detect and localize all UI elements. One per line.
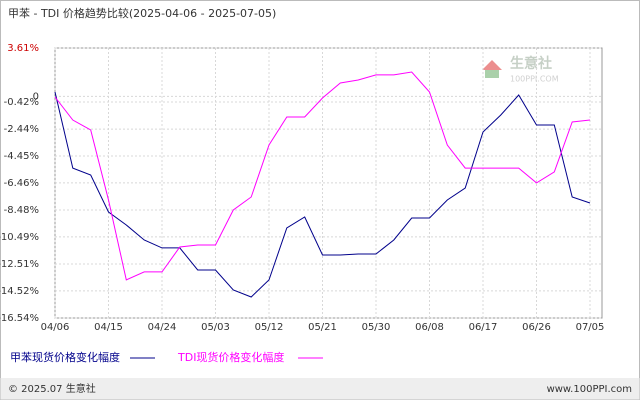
y-tick-label: -2.44%	[4, 124, 39, 135]
watermark: 生意社 100PPI.COM	[482, 55, 559, 84]
x-tick-label: 05/21	[308, 322, 337, 333]
watermark-site: 100PPI.COM	[510, 75, 559, 84]
footer-left: © 2025.07 生意社	[8, 382, 96, 395]
x-tick-label: 05/03	[201, 322, 230, 333]
x-tick-label: 06/08	[415, 322, 444, 333]
x-tick-label: 06/17	[469, 322, 498, 333]
watermark-icon	[485, 70, 499, 78]
y-tick-label: -10.49%	[0, 232, 39, 243]
x-tick-label: 04/24	[148, 322, 177, 333]
x-tick-label: 05/30	[362, 322, 391, 333]
x-tick-label: 07/05	[576, 322, 605, 333]
y-tick-label: 3.61%	[7, 43, 39, 54]
chart-title: 甲苯 - TDI 价格趋势比较(2025-04-06 - 2025-07-05)	[8, 6, 276, 20]
watermark-icon	[482, 60, 502, 70]
y-tick-label: 0	[33, 91, 39, 102]
y-tick-label: -12.51%	[0, 259, 39, 270]
legend-label: TDI现货价格变化幅度	[177, 350, 284, 364]
y-tick-label: -6.46%	[4, 178, 39, 189]
y-tick-label: -16.54%	[0, 313, 39, 324]
footer-right: www.100PPI.com	[547, 384, 632, 395]
x-tick-label: 05/12	[255, 322, 284, 333]
y-tick-label: -4.45%	[4, 151, 39, 162]
x-tick-label: 04/15	[94, 322, 123, 333]
series-line	[54, 91, 591, 298]
y-tick-label: -0.42%	[4, 97, 39, 108]
x-tick-label: 06/26	[522, 322, 551, 333]
legend-label: 甲苯现货价格变化幅度	[10, 350, 120, 364]
x-tick-label: 04/06	[41, 322, 70, 333]
watermark-name: 生意社	[510, 55, 552, 72]
series-line	[54, 71, 591, 281]
y-tick-label: -8.48%	[4, 205, 39, 216]
y-tick-label: -14.52%	[0, 286, 39, 297]
footer-band	[0, 378, 640, 400]
